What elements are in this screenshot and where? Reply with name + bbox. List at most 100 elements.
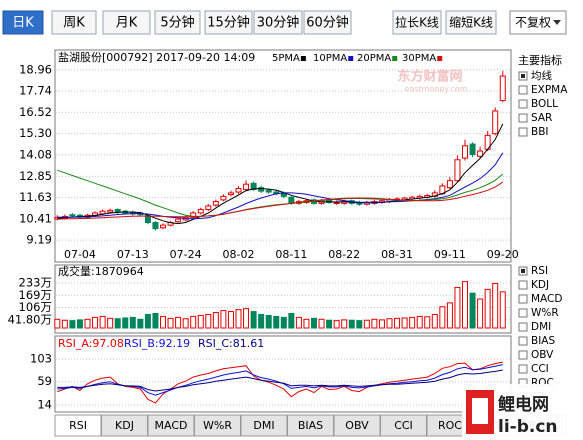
period-label[interactable]: 日K (12, 16, 34, 31)
sub-indicator-item[interactable]: CCI (531, 363, 549, 375)
period-label[interactable]: 60分钟 (306, 15, 349, 31)
zoom-label[interactable]: 缩短K线 (449, 15, 493, 30)
y-tick-label: 233万 (19, 275, 52, 289)
legend-swatch (300, 56, 306, 61)
checkbox[interactable] (518, 99, 528, 109)
dropdown-arrow (553, 20, 561, 25)
indicator-tab-label[interactable]: W%R (203, 419, 232, 432)
zoom-label[interactable]: 拉长K线 (395, 15, 439, 30)
period-button[interactable] (204, 10, 253, 35)
sub-indicator-item[interactable]: MACD (531, 293, 562, 305)
checkbox[interactable] (518, 113, 528, 123)
sub-indicator-item[interactable]: DMI (531, 321, 551, 333)
y-tick-label: 9.19 (26, 233, 52, 247)
period-label[interactable]: 周K (63, 16, 85, 31)
candle-body (477, 150, 484, 157)
volume-bar (394, 317, 401, 329)
sub-indicator-item[interactable]: W%R (531, 307, 559, 319)
volume-bar (424, 316, 431, 329)
adjust-label[interactable]: 不复权 (515, 16, 551, 30)
volume-bar (190, 315, 197, 329)
period-button[interactable] (303, 10, 352, 35)
checkbox[interactable] (518, 322, 528, 332)
y-tick-label: 18.96 (19, 62, 52, 76)
indicator-line (57, 152, 504, 220)
candle-body (107, 209, 114, 213)
checkbox[interactable] (518, 308, 528, 318)
main-indicator-item[interactable]: 均线 (531, 69, 552, 82)
volume-bar (378, 319, 385, 329)
period-button[interactable] (154, 10, 201, 35)
volume-bar (107, 317, 114, 329)
main-indicator-item[interactable]: EXPMA (531, 84, 568, 96)
volume-bar (144, 313, 151, 329)
sub-indicator-item[interactable]: RSI (531, 265, 548, 277)
volume-bar (220, 310, 227, 329)
x-tick-label: 07-13 (117, 248, 149, 261)
period-label[interactable]: 30分钟 (257, 15, 300, 31)
y-tick-label: 106万 (19, 300, 52, 314)
checkbox[interactable] (518, 364, 528, 374)
period-button[interactable] (102, 10, 151, 35)
indicator-tab-label[interactable]: KDJ (115, 419, 134, 432)
legend-swatch (348, 56, 354, 61)
legend-label: 10PMA (313, 53, 347, 64)
volume-bar (311, 317, 317, 329)
volume-bar (54, 318, 61, 329)
zoom-button[interactable] (392, 10, 442, 35)
sub-indicator-item[interactable]: KDJ (531, 279, 549, 291)
candle-body (288, 196, 295, 204)
candle-body (499, 75, 506, 101)
checkbox[interactable] (518, 85, 528, 95)
candle-body (250, 182, 257, 190)
checkbox[interactable] (518, 294, 528, 304)
candle-body (197, 208, 204, 214)
indicator-line (57, 123, 504, 225)
period-button[interactable] (2, 10, 44, 35)
sub-indicator-item[interactable]: BIAS (531, 335, 555, 347)
main-indicator-item[interactable]: SAR (531, 112, 552, 124)
checkbox[interactable] (518, 350, 528, 360)
indicator-tab-label[interactable]: DMI (253, 419, 274, 432)
volume-bar (258, 313, 265, 329)
volume-bar (477, 298, 484, 329)
y-tick-label: 11.63 (19, 190, 52, 204)
volume-bar (76, 319, 83, 329)
legend-label: RSI_C:81.61 (198, 337, 264, 350)
main-indicator-item[interactable]: BBI (531, 126, 549, 138)
indicator-tab-label[interactable]: RSI (69, 419, 87, 432)
period-label[interactable]: 15分钟 (207, 15, 250, 31)
x-tick-label: 08-02 (223, 248, 255, 261)
stock-header: 盐湖股份[000792] 2017-09-20 14:09 (58, 51, 255, 64)
volume-bar (182, 318, 189, 329)
indicator-tab-label[interactable]: MACD (155, 419, 188, 432)
candle-body (69, 214, 76, 217)
y-tick-label: 16.52 (19, 105, 52, 119)
indicator-tab-label[interactable]: BIAS (298, 419, 323, 432)
main-indicator-item[interactable]: BOLL (531, 98, 558, 110)
indicator-tab-label[interactable]: CCI (394, 419, 413, 432)
candle-body (220, 195, 227, 201)
indicator-tab-label[interactable]: OBV (345, 419, 369, 432)
period-button[interactable] (253, 10, 303, 35)
zoom-button[interactable] (445, 10, 497, 35)
volume-bar (235, 309, 242, 329)
period-button[interactable] (51, 10, 97, 35)
volume-bar (61, 319, 68, 329)
indicator-tab-label[interactable]: ROC (438, 419, 462, 432)
checkbox[interactable] (518, 127, 528, 137)
candle-body (265, 189, 272, 193)
checkbox[interactable] (518, 280, 528, 290)
adjust-select[interactable] (509, 10, 567, 35)
checkbox[interactable] (518, 336, 528, 346)
candle-body (205, 205, 212, 210)
volume-bar (137, 318, 144, 329)
period-label[interactable]: 月K (116, 16, 138, 31)
legend-swatch (392, 56, 398, 61)
volume-bar (499, 291, 506, 329)
candle-body (175, 218, 182, 223)
sub-indicator-item[interactable]: OBV (531, 349, 554, 361)
period-label[interactable]: 5分钟 (160, 15, 194, 31)
volume-bar (212, 312, 219, 329)
